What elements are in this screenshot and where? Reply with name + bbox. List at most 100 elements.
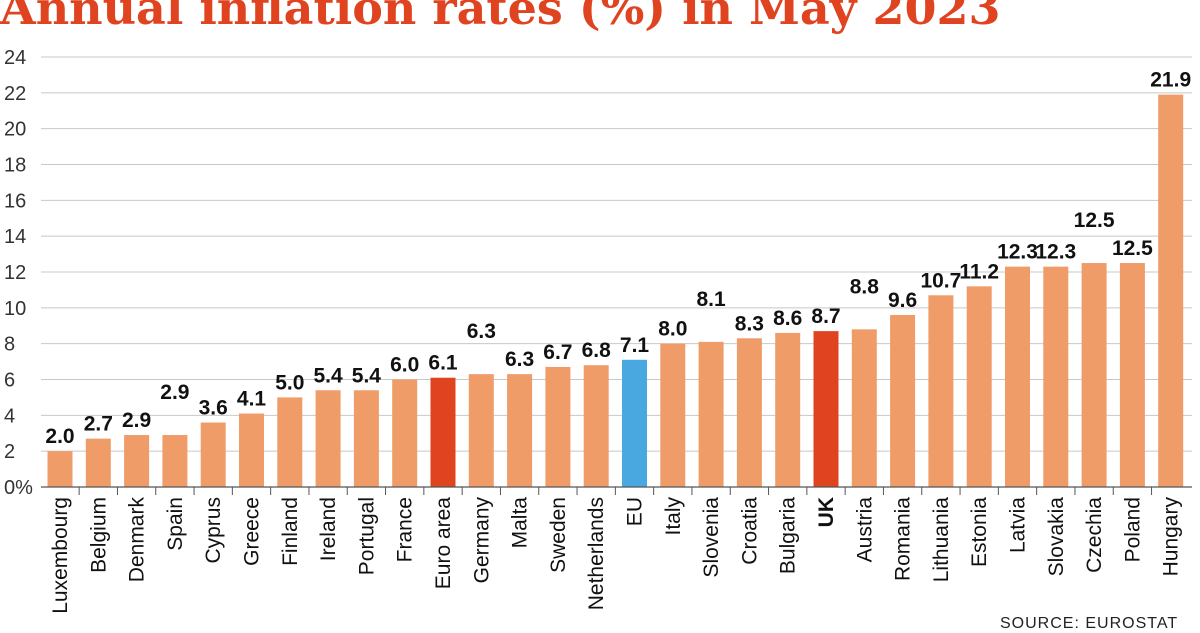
data-label: 6.1 xyxy=(428,352,458,375)
data-label: 12.3 xyxy=(1035,241,1076,264)
y-tick-label: 14 xyxy=(4,226,26,248)
category-label: Euro area xyxy=(432,497,455,590)
chart-title: Annual inflation rates (%) in May 2023 xyxy=(0,0,1001,35)
data-label: 3.6 xyxy=(199,397,228,420)
category-label: Hungary xyxy=(1160,497,1183,577)
y-tick-label: 10 xyxy=(4,298,26,320)
bar-germany xyxy=(468,374,494,487)
y-tick-label: 4 xyxy=(4,405,15,427)
bar-france xyxy=(392,379,418,487)
category-label: Cyprus xyxy=(202,497,225,564)
bar-czechia xyxy=(1081,263,1107,487)
category-label: Denmark xyxy=(126,497,149,583)
category-label: France xyxy=(394,497,417,562)
y-tick-label: 0% xyxy=(4,477,33,499)
data-label: 2.9 xyxy=(160,381,189,404)
bar-denmark xyxy=(124,435,150,487)
category-label: EU xyxy=(624,497,647,526)
category-label: Slovenia xyxy=(700,497,723,578)
data-label: 2.9 xyxy=(122,409,151,432)
data-label: 6.8 xyxy=(582,339,612,362)
bar-latvia xyxy=(1005,266,1030,487)
data-label: 10.7 xyxy=(920,269,961,292)
category-label: UK xyxy=(815,497,838,527)
bar-bulgaria xyxy=(775,332,801,487)
bar-belgium xyxy=(85,438,111,487)
bar-finland xyxy=(277,397,303,487)
data-label: 6.3 xyxy=(467,320,496,343)
grid-lines xyxy=(41,56,1192,488)
data-label: 5.4 xyxy=(313,364,343,387)
data-label: 6.0 xyxy=(390,354,419,377)
category-label: Malta xyxy=(509,497,532,549)
bar-malta xyxy=(507,374,533,487)
source-note: SOURCE: EUROSTAT xyxy=(1000,615,1179,632)
category-label: Austria xyxy=(853,497,876,563)
category-label: Spain xyxy=(164,497,187,551)
category-label: Croatia xyxy=(738,497,761,565)
data-label: 12.5 xyxy=(1074,209,1115,232)
bar-poland xyxy=(1119,263,1145,487)
category-label: Finland xyxy=(279,497,302,566)
data-label: 2.0 xyxy=(45,425,74,448)
data-label: 8.6 xyxy=(773,307,802,330)
data-label: 12.3 xyxy=(997,241,1038,264)
data-label: 8.1 xyxy=(696,288,726,311)
data-label: 8.7 xyxy=(811,305,840,328)
bar-austria xyxy=(851,329,877,487)
y-tick-label: 16 xyxy=(4,190,26,212)
data-label: 11.2 xyxy=(959,260,999,283)
bar-italy xyxy=(660,343,686,487)
data-labels: 2.0 2.7 2.9 2.9 3.6 4.1 5.0 5.4 5.4 6.0 6.1 6.3 6.3 6… xyxy=(45,69,1191,449)
category-label: Ireland xyxy=(317,497,340,561)
data-label: 9.6 xyxy=(888,289,917,312)
category-label: Germany xyxy=(470,497,493,584)
bar-romania xyxy=(890,315,916,487)
category-label: Portugal xyxy=(355,497,378,575)
category-label: Latvia xyxy=(1007,497,1030,553)
bar-slovenia xyxy=(698,341,724,487)
bar-cyprus xyxy=(200,422,226,487)
data-label: 12.5 xyxy=(1112,237,1153,260)
category-label: Sweden xyxy=(547,497,570,573)
bar-spain xyxy=(162,435,188,487)
category-label: Lithuania xyxy=(930,497,953,583)
data-label: 8.0 xyxy=(658,318,687,341)
y-tick-label: 20 xyxy=(4,119,26,141)
category-label: Netherlands xyxy=(585,497,608,610)
category-label: Slovakia xyxy=(1045,497,1068,577)
category-label: Bulgaria xyxy=(777,497,800,574)
bar-slovakia xyxy=(1043,266,1069,487)
data-label: 4.1 xyxy=(237,388,267,411)
bar-lithuania xyxy=(928,295,954,487)
data-label: 8.3 xyxy=(735,312,764,335)
category-label: Czechia xyxy=(1083,497,1106,573)
data-label: 6.7 xyxy=(543,341,572,364)
x-axis: Luxembourg Belgium Denmark Spain Cyprus Greec… xyxy=(41,486,1192,614)
category-label: Italy xyxy=(662,497,685,536)
category-label: Belgium xyxy=(87,497,110,573)
bar-sweden xyxy=(545,366,571,487)
y-tick-label: 22 xyxy=(4,83,26,105)
bar-netherlands xyxy=(583,365,609,487)
y-tick-label: 6 xyxy=(4,370,15,392)
y-tick-label: 2 xyxy=(4,441,15,463)
bar-portugal xyxy=(353,390,379,487)
y-tick-label: 12 xyxy=(4,262,26,284)
category-label: Luxembourg xyxy=(49,497,72,614)
bar-croatia xyxy=(736,338,762,487)
data-label: 5.4 xyxy=(352,364,382,387)
y-tick-label: 18 xyxy=(4,155,26,177)
data-label: 2.7 xyxy=(84,413,113,436)
bar-greece xyxy=(239,413,264,487)
bar-eu xyxy=(622,359,647,487)
bars xyxy=(47,94,1184,487)
category-label: Greece xyxy=(241,497,264,566)
y-tick-label: 24 xyxy=(4,47,26,69)
data-label: 7.1 xyxy=(620,334,650,357)
data-label: 5.0 xyxy=(275,371,304,394)
category-label: Poland xyxy=(1121,497,1144,562)
bar-luxembourg xyxy=(47,451,73,487)
